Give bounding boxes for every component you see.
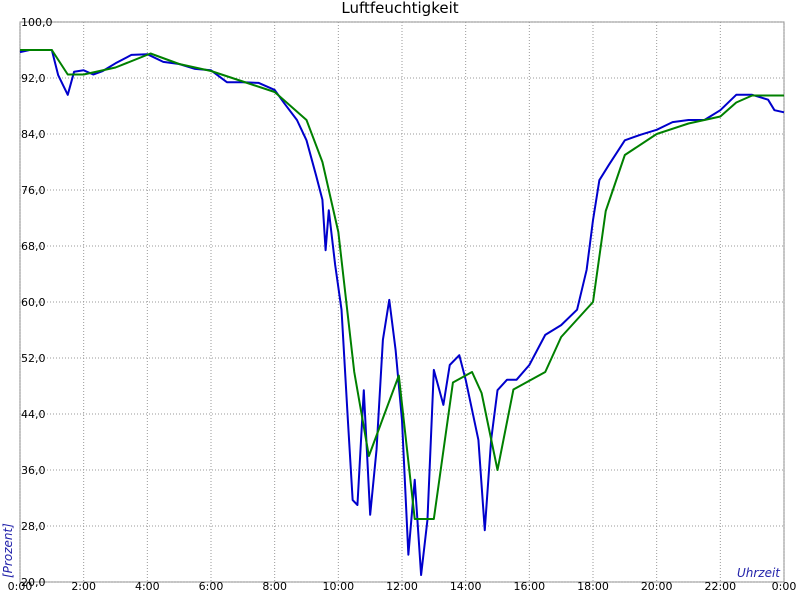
- y-axis-label: [Prozent]: [1, 523, 15, 578]
- y-tick-label: 20,0: [21, 576, 46, 589]
- chart-title: Luftfeuchtigkeit: [341, 0, 458, 17]
- y-tick-label: 60,0: [21, 296, 46, 309]
- y-tick-label: 44,0: [21, 408, 46, 421]
- x-tick-label: 0:00: [772, 580, 797, 593]
- x-tick-label: 6:00: [199, 580, 224, 593]
- x-tick-label: 10:00: [322, 580, 354, 593]
- x-axis-label: Uhrzeit: [737, 566, 781, 580]
- y-tick-label: 52,0: [21, 352, 46, 365]
- y-tick-label: 76,0: [21, 184, 46, 197]
- y-tick-label: 92,0: [21, 72, 46, 85]
- x-tick-label: 16:00: [513, 580, 545, 593]
- x-tick-label: 22:00: [704, 580, 736, 593]
- y-tick-label: 36,0: [21, 464, 46, 477]
- x-tick-label: 20:00: [641, 580, 673, 593]
- data-line: [19, 49, 785, 576]
- data-line: [20, 49, 784, 520]
- x-tick-label: 0:00: [8, 580, 33, 593]
- y-tick-label: 28,0: [21, 520, 46, 533]
- x-tick-label: 14:00: [450, 580, 482, 593]
- x-tick-label: 4:00: [135, 580, 160, 593]
- y-tick-label: 84,0: [21, 128, 46, 141]
- x-tick-label: 18:00: [577, 580, 609, 593]
- x-tick-label: 2:00: [71, 580, 96, 593]
- x-tick-label: 8:00: [262, 580, 287, 593]
- y-tick-label: 100,0: [21, 16, 53, 29]
- x-tick-label: 12:00: [386, 580, 418, 593]
- y-tick-label: 68,0: [21, 240, 46, 253]
